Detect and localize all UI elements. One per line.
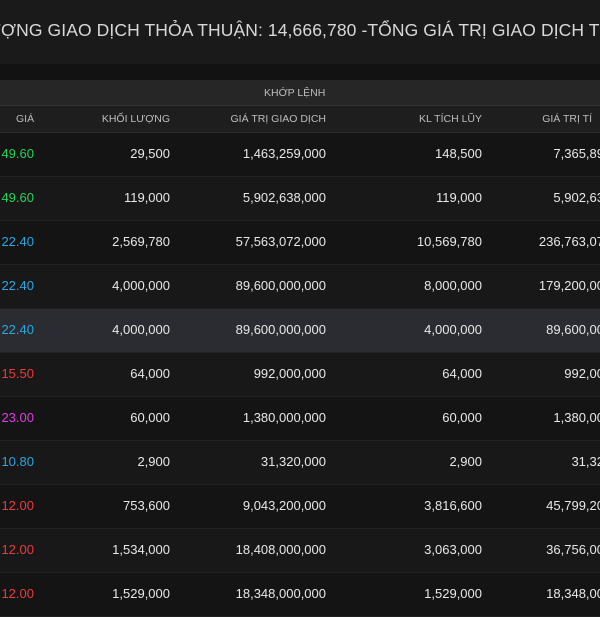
column-header-cum-value[interactable]: GIÁ TRỊ TÍ	[542, 113, 592, 125]
row-cum-volume: 10,569,780	[416, 234, 482, 249]
row-cum-value: 45,799,20	[546, 498, 600, 513]
row-price: 23.00	[1, 410, 34, 425]
row-value: 992,000,000	[253, 366, 326, 381]
row-value: 89,600,000,000	[235, 322, 326, 337]
row-volume: 1,529,000	[112, 586, 170, 601]
row-value: 18,348,000,000	[235, 586, 326, 601]
summary-text: ƯỢNG GIAO DỊCH THỎA THUẬN: 14,666,780 -T…	[0, 20, 600, 40]
row-cum-value: 1,380,00	[553, 410, 600, 425]
row-price: 22.40	[1, 322, 34, 337]
group-header-label: KHỚP LỆNH	[264, 87, 326, 99]
row-price: 10.80	[1, 454, 34, 469]
row-value: 1,463,259,000	[242, 146, 326, 161]
row-volume: 60,000	[130, 410, 170, 425]
table-row[interactable]: 22.40 4,000,000 89,600,000,000 4,000,000 89,…	[0, 309, 600, 353]
row-cum-volume: 3,063,000	[424, 542, 482, 557]
table-row[interactable]: 22.40 4,000,000 89,600,000,000 8,000,000 179…	[0, 265, 600, 309]
table-row[interactable]: 15.50 64,000 992,000,000 64,000 992,00	[0, 353, 600, 397]
row-cum-volume: 8,000,000	[424, 278, 482, 293]
column-header-row: GIÁ KHỐI LƯỢNG GIÁ TRỊ GIAO DỊCH KL TÍCH…	[0, 106, 600, 133]
table-row[interactable]: 23.00 60,000 1,380,000,000 60,000 1,380,00	[0, 397, 600, 441]
row-volume: 753,600	[123, 498, 170, 513]
row-value: 31,320,000	[260, 454, 326, 469]
row-value: 89,600,000,000	[235, 278, 326, 293]
row-volume: 4,000,000	[112, 278, 170, 293]
row-price: 12.00	[1, 586, 34, 601]
table-row[interactable]: 49.60 29,500 1,463,259,000 148,500 7,365,89	[0, 133, 600, 177]
row-price: 12.00	[1, 498, 34, 513]
column-header-value[interactable]: GIÁ TRỊ GIAO DỊCH	[230, 113, 326, 125]
table-row[interactable]: 22.40 2,569,780 57,563,072,000 10,569,780 23…	[0, 221, 600, 265]
row-cum-volume: 1,529,000	[424, 586, 482, 601]
row-value: 18,408,000,000	[235, 542, 326, 557]
row-volume: 64,000	[130, 366, 170, 381]
row-cum-value: 179,200,00	[538, 278, 600, 293]
row-cum-value: 236,763,07	[538, 234, 600, 249]
row-cum-value: 7,365,89	[553, 146, 600, 161]
row-cum-value: 36,756,00	[546, 542, 600, 557]
row-cum-value: 31,32	[571, 454, 600, 469]
summary-bar: ƯỢNG GIAO DỊCH THỎA THUẬN: 14,666,780 -T…	[0, 0, 600, 64]
trade-table-body: 49.60 29,500 1,463,259,000 148,500 7,365,89 4…	[0, 133, 600, 617]
table-row[interactable]: 10.80 2,900 31,320,000 2,900 31,32	[0, 441, 600, 485]
row-volume: 2,900	[137, 454, 170, 469]
row-cum-value: 5,902,63	[553, 190, 600, 205]
row-volume: 4,000,000	[112, 322, 170, 337]
row-volume: 2,569,780	[112, 234, 170, 249]
table-row[interactable]: 12.00 1,534,000 18,408,000,000 3,063,000 36,…	[0, 529, 600, 573]
row-price: 22.40	[1, 278, 34, 293]
column-header-volume[interactable]: KHỐI LƯỢNG	[101, 113, 170, 125]
row-price: 49.60	[1, 190, 34, 205]
row-cum-volume: 60,000	[442, 410, 482, 425]
row-cum-volume: 148,500	[435, 146, 482, 161]
row-price: 12.00	[1, 542, 34, 557]
row-value: 5,902,638,000	[242, 190, 326, 205]
row-volume: 1,534,000	[112, 542, 170, 557]
row-cum-volume: 3,816,600	[424, 498, 482, 513]
row-cum-volume: 4,000,000	[424, 322, 482, 337]
table-row[interactable]: 12.00 753,600 9,043,200,000 3,816,600 45,799…	[0, 485, 600, 529]
spacer	[0, 64, 600, 80]
row-cum-volume: 64,000	[442, 366, 482, 381]
row-value: 1,380,000,000	[242, 410, 326, 425]
row-price: 49.60	[1, 146, 34, 161]
row-price: 22.40	[1, 234, 34, 249]
column-header-price[interactable]: GIÁ	[16, 113, 35, 125]
row-cum-volume: 119,000	[435, 190, 482, 205]
row-cum-value: 89,600,00	[546, 322, 600, 337]
column-header-cum-volume[interactable]: KL TÍCH LŨY	[418, 113, 482, 125]
row-volume: 119,000	[123, 190, 170, 205]
table-row[interactable]: 49.60 119,000 5,902,638,000 119,000 5,902,63	[0, 177, 600, 221]
row-value: 57,563,072,000	[235, 234, 326, 249]
group-header: KHỚP LỆNH	[0, 80, 600, 106]
row-value: 9,043,200,000	[242, 498, 326, 513]
row-price: 15.50	[1, 366, 34, 381]
row-cum-value: 18,348,00	[546, 586, 600, 601]
row-cum-value: 992,00	[564, 366, 600, 381]
row-volume: 29,500	[130, 146, 170, 161]
row-cum-volume: 2,900	[449, 454, 482, 469]
table-row[interactable]: 12.00 1,529,000 18,348,000,000 1,529,000 18,…	[0, 573, 600, 617]
